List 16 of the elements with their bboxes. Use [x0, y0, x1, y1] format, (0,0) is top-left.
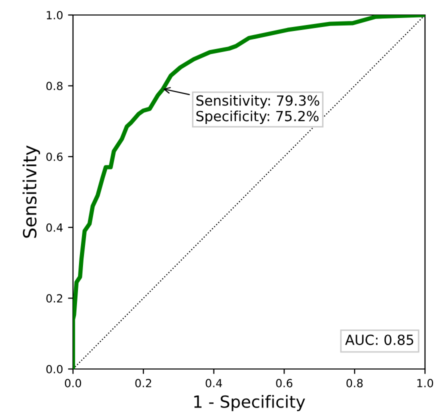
x-tick-label: 0.8	[346, 378, 363, 388]
x-tick-label: 0.4	[206, 378, 222, 388]
y-tick-label: 0.2	[46, 294, 62, 303]
x-tick-label: 0.2	[135, 378, 152, 388]
y-tick-label: 0.4	[46, 223, 63, 232]
y-axis-title: Sensitivity	[22, 146, 40, 238]
x-tick-label: 1.0	[417, 378, 434, 388]
x-tick-label: 0.6	[276, 378, 292, 388]
x-tick-label: 0.0	[64, 378, 82, 388]
y-tick-label: 0.8	[46, 82, 63, 90]
x-axis-title: 1 - Specificity	[194, 395, 306, 412]
annotation: AUC: 0.85	[345, 334, 414, 346]
annotation: Sensitivity: 79.3% Specificity: 75.2%	[196, 95, 320, 124]
y-tick-label: 0.0	[46, 364, 63, 374]
y-tick-label: 0.6	[46, 152, 63, 161]
y-tick-label: 1.0	[46, 10, 63, 20]
